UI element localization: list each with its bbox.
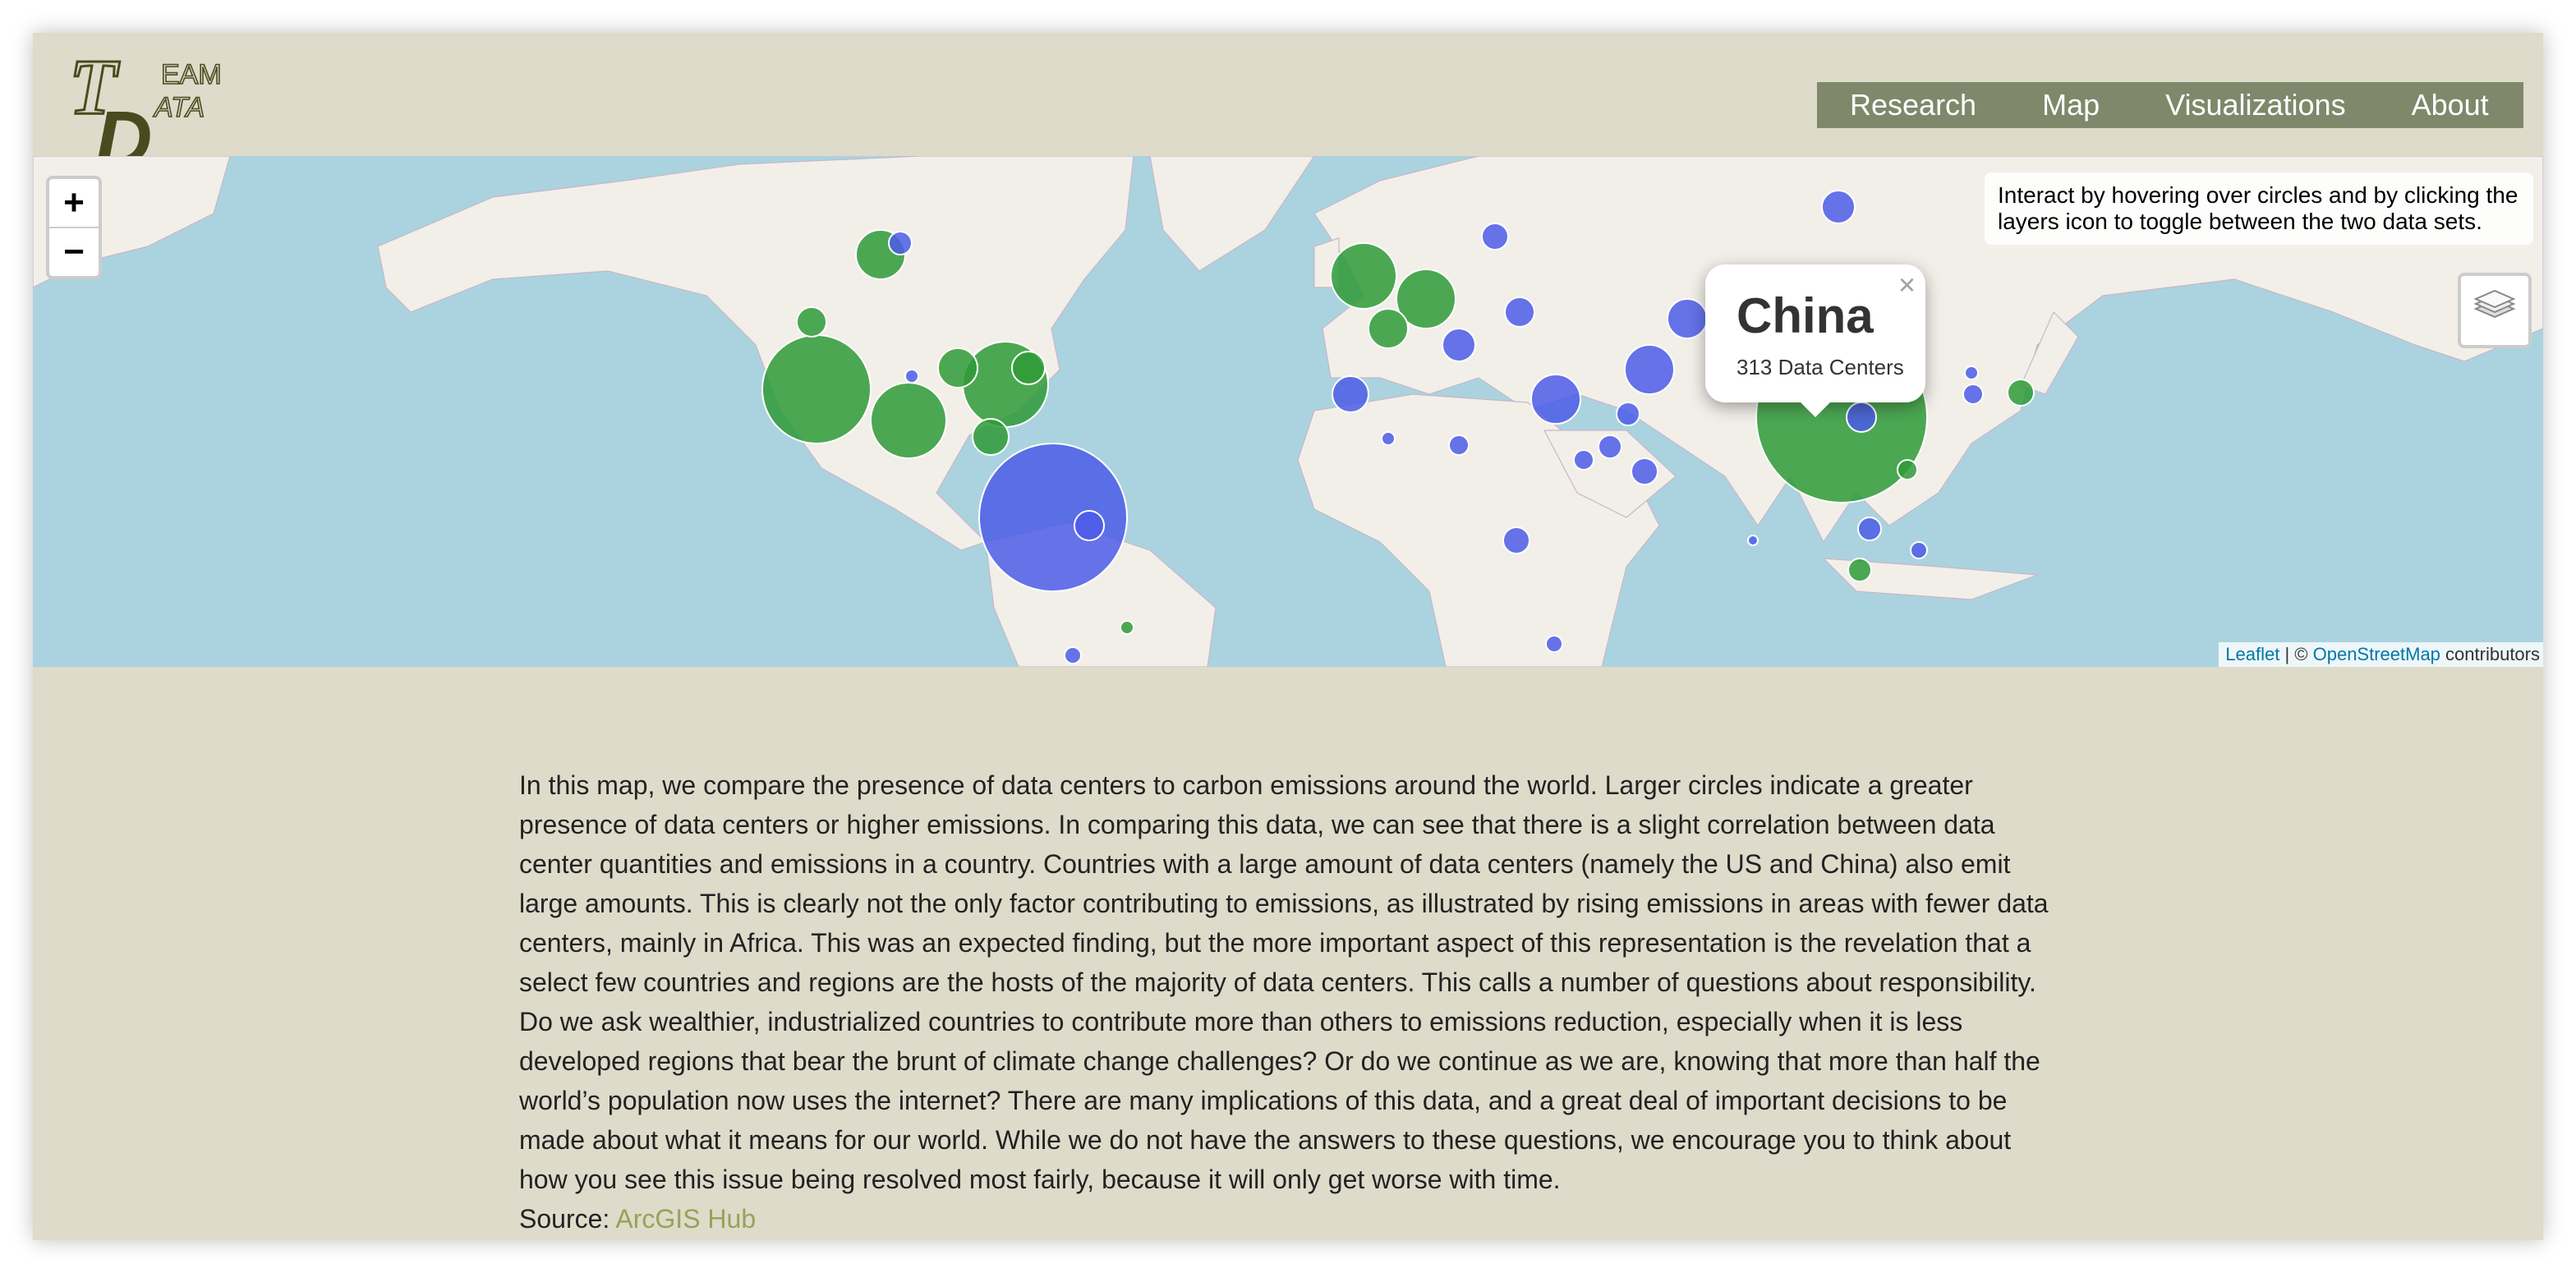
info-box: Interact by hovering over circles and by… xyxy=(1985,172,2533,245)
zoom-control: + − xyxy=(46,176,102,279)
map[interactable]: + − Interact by hovering over circles an… xyxy=(33,156,2543,667)
land xyxy=(1313,156,2543,544)
circle[interactable] xyxy=(1120,620,1134,635)
paragraph: In this map, we compare the presence of … xyxy=(519,770,2049,1194)
source-label: Source: xyxy=(519,1204,610,1234)
source-line: Source: ArcGIS Hub xyxy=(519,1199,2063,1239)
popup-text: 313 Data Centers xyxy=(1736,355,1904,379)
logo-t: T xyxy=(69,48,120,131)
nav-link[interactable]: About xyxy=(2411,88,2489,122)
circle[interactable] xyxy=(937,347,978,388)
land xyxy=(1149,156,1315,272)
circle[interactable] xyxy=(1330,242,1397,310)
circle[interactable] xyxy=(1616,402,1640,426)
circle[interactable] xyxy=(888,231,913,255)
circle[interactable] xyxy=(1332,375,1369,413)
page-frame: T EAM D ATA Research Map Visualizations … xyxy=(33,33,2543,1240)
circle[interactable] xyxy=(1821,190,1856,224)
circle[interactable] xyxy=(2007,379,2035,407)
circle[interactable] xyxy=(1530,374,1581,425)
circle[interactable] xyxy=(978,443,1128,592)
leaflet-link[interactable]: Leaflet xyxy=(2225,644,2280,664)
logo-ata: ATA xyxy=(153,92,205,123)
circle[interactable] xyxy=(1962,384,1984,405)
source-link[interactable]: ArcGIS Hub xyxy=(615,1204,757,1234)
land xyxy=(1822,558,2038,600)
zoom-out[interactable]: − xyxy=(49,227,99,276)
circle[interactable] xyxy=(796,306,827,338)
logo-eam: EAM xyxy=(161,59,222,90)
layers-icon xyxy=(2473,289,2516,319)
circle[interactable] xyxy=(1396,269,1456,329)
land xyxy=(377,156,1134,551)
circle[interactable] xyxy=(1964,365,1979,380)
circle[interactable] xyxy=(1747,535,1759,546)
circle[interactable] xyxy=(1448,434,1470,456)
circle[interactable] xyxy=(1847,558,1872,582)
circle[interactable] xyxy=(1910,541,1928,559)
circle[interactable] xyxy=(1545,635,1563,653)
nav-link[interactable]: Map xyxy=(2042,88,2100,122)
nav-link[interactable]: Research xyxy=(1850,88,1977,122)
circle[interactable] xyxy=(1857,517,1882,541)
logo[interactable]: T EAM D ATA xyxy=(69,48,283,171)
circle[interactable] xyxy=(904,369,919,384)
circle[interactable] xyxy=(1368,308,1409,349)
popup-title: China xyxy=(1736,288,1874,343)
circle[interactable] xyxy=(1442,328,1476,362)
osm-link[interactable]: OpenStreetMap xyxy=(2312,644,2440,664)
circle[interactable] xyxy=(1381,431,1396,446)
circle[interactable] xyxy=(1631,457,1658,485)
layers-control[interactable] xyxy=(2458,273,2532,348)
circle[interactable] xyxy=(1624,344,1675,395)
circle[interactable] xyxy=(972,418,1010,456)
attribution-text: contributors xyxy=(2445,644,2540,664)
content: In this map, we compare the presence of … xyxy=(519,765,2063,1239)
circle[interactable] xyxy=(1598,434,1622,459)
nav-link[interactable]: Visualizations xyxy=(2165,88,2346,122)
circle[interactable] xyxy=(1667,298,1708,339)
popup: China 313 Data Centers × xyxy=(1705,264,1925,417)
circle[interactable] xyxy=(1504,296,1535,328)
circle[interactable] xyxy=(1481,223,1509,250)
circle[interactable] xyxy=(761,334,872,444)
land xyxy=(2020,310,2079,395)
circle[interactable] xyxy=(1897,459,1918,480)
attribution: Leaflet | © OpenStreetMap contributors xyxy=(2219,642,2543,667)
header: T EAM D ATA Research Map Visualizations … xyxy=(33,33,2543,171)
circle[interactable] xyxy=(1573,449,1594,471)
circle[interactable] xyxy=(1502,526,1530,554)
circle[interactable] xyxy=(1011,351,1046,385)
circle[interactable] xyxy=(1064,646,1082,664)
zoom-in[interactable]: + xyxy=(63,182,85,223)
circle[interactable] xyxy=(870,382,947,459)
circle[interactable] xyxy=(1846,402,1877,433)
circles xyxy=(761,190,2035,664)
nav-bar: Research Map Visualizations About xyxy=(1817,82,2523,128)
popup-close[interactable]: × xyxy=(1898,268,1916,301)
circle[interactable] xyxy=(1074,510,1105,541)
attribution-separator: | © xyxy=(2284,644,2308,664)
